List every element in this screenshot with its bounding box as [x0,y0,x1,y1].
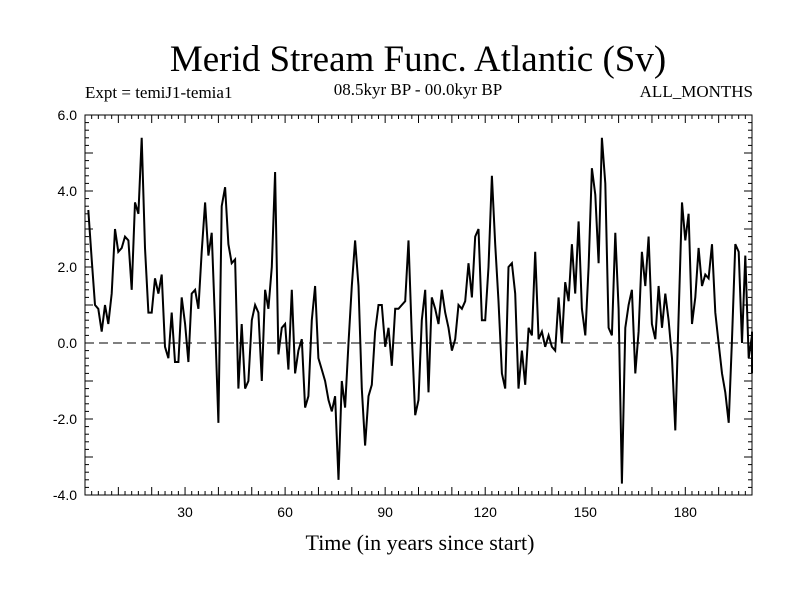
x-tick-label: 30 [177,504,193,520]
y-tick-label: 4.0 [58,183,78,199]
chart-title: Merid Stream Func. Atlantic (Sv) [169,39,667,80]
x-tick-label: 180 [674,504,698,520]
x-tick-label: 120 [474,504,498,520]
data-series-line [87,137,753,484]
x-axis-label: Time (in years since start) [305,530,535,555]
y-tick-label: 2.0 [58,259,78,275]
x-tick-label: 90 [377,504,393,520]
experiment-label: Expt = temiJ1-temia1 [85,83,233,102]
chart-subtitle: 08.5kyr BP - 00.0kyr BP [333,80,503,99]
y-tick-label: 6.0 [58,107,78,123]
y-tick-label: 0.0 [58,335,78,351]
x-tick-label: 150 [574,504,598,520]
months-label: ALL_MONTHS [639,82,753,101]
y-tick-label: -2.0 [53,411,77,427]
y-tick-label: -4.0 [53,487,77,503]
x-tick-label: 60 [277,504,293,520]
